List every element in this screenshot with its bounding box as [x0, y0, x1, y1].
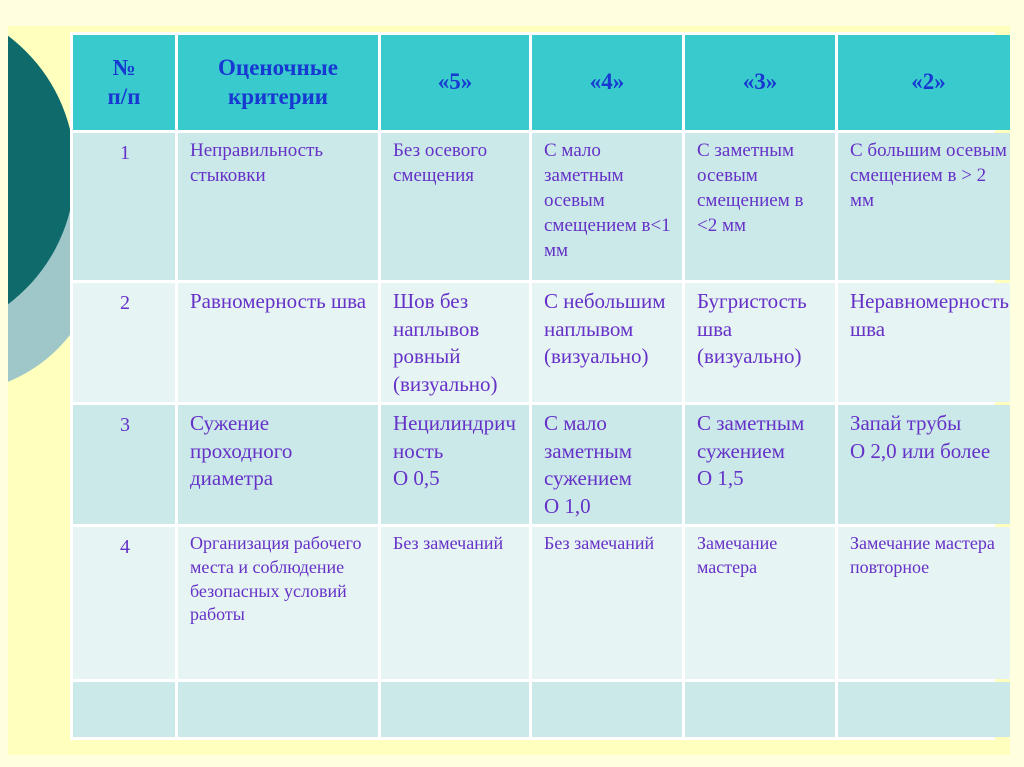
- criterion-cell: Равномерность шва: [178, 283, 378, 402]
- grade4-cell: С мало заметным осевым смещением в<1 мм: [532, 133, 682, 280]
- header-grade3-cell: «3»: [685, 35, 835, 130]
- empty-cell: [685, 682, 835, 737]
- grade5-cell: Шов без наплывов ровный (визуально): [381, 283, 529, 402]
- header-number-cell: № п/п: [73, 35, 175, 130]
- grade2-cell: Запай трубы О 2,0 или более: [838, 405, 1010, 524]
- empty-cell: [381, 682, 529, 737]
- grade5-cell: Без осевого смещения: [381, 133, 529, 280]
- grade3-cell: Бугристость шва (визуально): [685, 283, 835, 402]
- grade3-cell: С заметным сужением О 1,5: [685, 405, 835, 524]
- header-grade4-cell: «4»: [532, 35, 682, 130]
- grade4-cell: С мало заметным сужением О 1,0: [532, 405, 682, 524]
- empty-cell: [73, 682, 175, 737]
- header-criteria-cell: Оценочные критерии: [178, 35, 378, 130]
- grade3-cell: С заметным осевым смещением в <2 мм: [685, 133, 835, 280]
- grade2-cell: Замечание мастера повторное: [838, 527, 1010, 679]
- slide-background: № п/п Оценочные критерии «5» «4» «3» «2»…: [8, 26, 1010, 755]
- row-number-cell: 4: [73, 527, 175, 679]
- grade4-cell: Без замечаний: [532, 527, 682, 679]
- empty-cell: [532, 682, 682, 737]
- criterion-cell: Организация рабочего места и соблюдение …: [178, 527, 378, 679]
- empty-cell: [838, 682, 1010, 737]
- evaluation-criteria-table: № п/п Оценочные критерии «5» «4» «3» «2»…: [70, 32, 1010, 740]
- row-number-cell: 2: [73, 283, 175, 402]
- header-grade5-cell: «5»: [381, 35, 529, 130]
- grade4-cell: С небольшим наплывом (визуально): [532, 283, 682, 402]
- grade2-cell: Неравномерность шва: [838, 283, 1010, 402]
- grade5-cell: Нецилиндричность О 0,5: [381, 405, 529, 524]
- grade5-cell: Без замечаний: [381, 527, 529, 679]
- grade2-cell: С большим осевым смещением в > 2 мм: [838, 133, 1010, 280]
- row-number-cell: 3: [73, 405, 175, 524]
- grade3-cell: Замечание мастера: [685, 527, 835, 679]
- header-grade2-cell: «2»: [838, 35, 1010, 130]
- row-number-cell: 1: [73, 133, 175, 280]
- criterion-cell: Неправильность стыковки: [178, 133, 378, 280]
- criterion-cell: Сужение проходного диаметра: [178, 405, 378, 524]
- empty-cell: [178, 682, 378, 737]
